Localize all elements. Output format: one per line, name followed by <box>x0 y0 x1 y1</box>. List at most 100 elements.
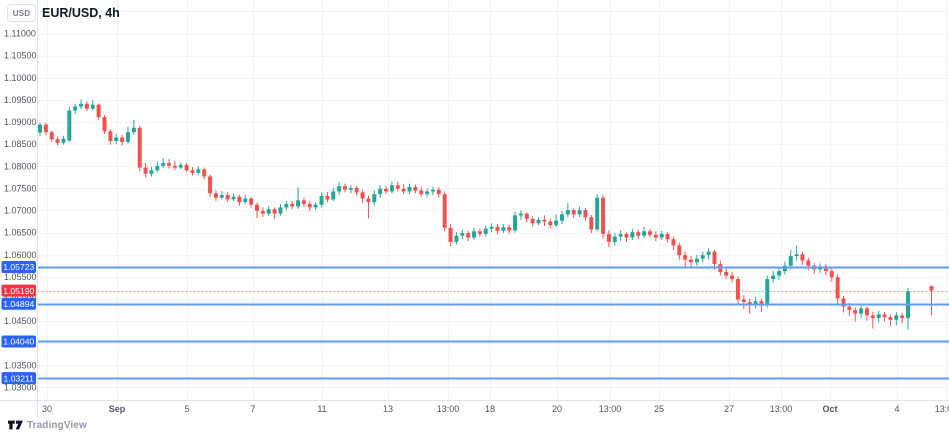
candle <box>413 184 418 194</box>
candle <box>888 314 893 326</box>
time-tick-label: 11 <box>317 404 326 414</box>
candle-body <box>735 279 740 300</box>
candle-body <box>395 185 400 189</box>
candle-body <box>237 196 242 203</box>
candle-body <box>747 302 752 305</box>
candle <box>360 189 365 203</box>
candle <box>771 271 776 283</box>
level-price-badge[interactable]: 1.04894 <box>1 297 37 310</box>
candle <box>700 251 705 263</box>
candle <box>260 207 265 218</box>
candle-body <box>900 315 905 319</box>
candle <box>167 159 172 169</box>
candle <box>542 215 547 226</box>
candle-body <box>196 169 201 173</box>
price-tick-label: 1.09500 <box>4 95 37 105</box>
currency-toggle-button[interactable]: USD <box>7 4 36 22</box>
candle <box>495 224 500 234</box>
candle-body <box>642 231 647 236</box>
time-tick-label: 27 <box>724 404 734 414</box>
price-tick-label: 1.03000 <box>4 383 37 393</box>
level-price-badge[interactable]: 1.03211 <box>1 372 37 385</box>
level-price-badge[interactable]: 1.05723 <box>1 261 37 274</box>
candle <box>73 103 78 114</box>
candle <box>741 295 746 310</box>
candle-body <box>149 170 154 174</box>
candle <box>325 191 330 203</box>
candle <box>231 193 236 202</box>
candle-body <box>131 127 136 133</box>
candle-body <box>624 233 629 238</box>
candle-body <box>466 233 471 238</box>
time-tick-label: 13:00 <box>935 404 949 414</box>
candle <box>653 231 658 242</box>
candle-body <box>55 139 60 143</box>
candle-body <box>290 203 295 207</box>
level-price-badge-text: 1.04040 <box>3 337 34 347</box>
candle <box>601 195 606 239</box>
candle <box>114 133 119 144</box>
candle <box>389 181 394 194</box>
time-axis[interactable]: 30 Sep 5 7 11 13 13:00 18 20 13:00 25 27 13:00 Oct 4 13… <box>42 404 949 414</box>
candle-body <box>114 137 119 142</box>
price-tick-label: 1.10000 <box>4 73 37 83</box>
candle <box>348 184 353 194</box>
candle-body <box>530 218 535 224</box>
candle <box>835 274 840 304</box>
candle-body <box>213 193 218 198</box>
candle <box>606 230 611 248</box>
candle <box>689 256 694 267</box>
candle-body <box>730 275 735 280</box>
candle-body <box>272 209 277 214</box>
price-levels <box>37 266 949 380</box>
candle-body <box>325 195 330 200</box>
candle <box>548 218 553 229</box>
candle-body <box>589 217 594 230</box>
grid <box>37 0 949 401</box>
time-tick-label: 4 <box>894 404 899 414</box>
candle <box>642 226 647 239</box>
candle <box>43 122 48 136</box>
candle <box>90 100 95 111</box>
price-tick-label: 1.06000 <box>4 250 37 260</box>
candle <box>800 251 805 265</box>
time-tick-label: 13:00 <box>437 404 460 414</box>
candle <box>829 268 834 282</box>
candle-body <box>161 163 166 166</box>
last-price-badge[interactable]: 1.05190 <box>1 284 37 297</box>
candle-body <box>700 255 705 259</box>
level-price-badge[interactable]: 1.04040 <box>1 335 37 348</box>
candle-body <box>630 232 635 238</box>
tradingview-logo-icon <box>8 420 23 430</box>
candle-body <box>794 254 799 257</box>
candle-body <box>331 191 336 200</box>
candle <box>278 204 283 216</box>
candle-body <box>208 176 213 194</box>
symbol-title[interactable]: EUR/USD, 4h <box>42 6 120 20</box>
candle <box>401 184 406 195</box>
candle <box>712 249 717 270</box>
candle <box>683 251 688 269</box>
candle <box>454 232 459 245</box>
candle-body <box>870 315 875 319</box>
candle <box>419 187 424 197</box>
axis-borders <box>0 0 949 418</box>
candle <box>929 285 934 316</box>
candle <box>694 255 699 266</box>
candle <box>372 190 377 206</box>
candle-body <box>507 227 512 231</box>
candle-body <box>712 251 717 265</box>
tradingview-attribution[interactable]: TradingView <box>8 419 87 431</box>
candle <box>237 194 242 206</box>
price-badges: 1.05723 1.04894 1.04040 1.03211 1.05190 <box>1 261 37 385</box>
candle <box>870 311 875 329</box>
candle <box>823 264 828 276</box>
candle <box>120 134 125 146</box>
candle-body <box>559 214 564 221</box>
candle-body <box>430 189 435 192</box>
candle <box>436 187 441 198</box>
candle-body <box>513 215 518 231</box>
candle-body <box>389 185 394 192</box>
candle <box>425 188 430 197</box>
